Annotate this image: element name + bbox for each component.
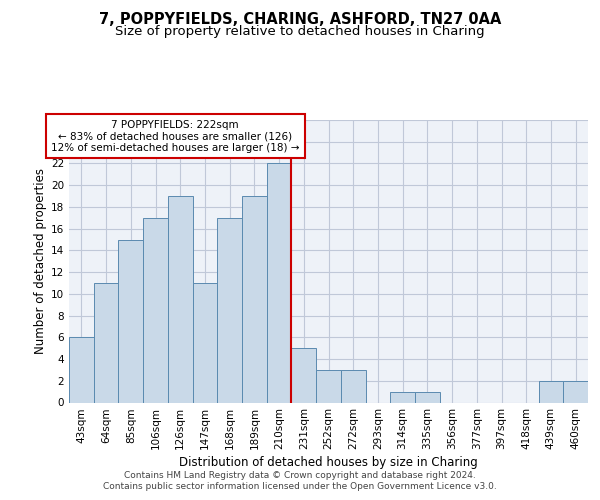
Bar <box>217 218 242 402</box>
Text: 7 POPPYFIELDS: 222sqm
← 83% of detached houses are smaller (126)
12% of semi-det: 7 POPPYFIELDS: 222sqm ← 83% of detached … <box>51 120 299 153</box>
Bar <box>94 283 118 403</box>
Bar <box>143 218 168 402</box>
Bar <box>118 240 143 402</box>
Y-axis label: Number of detached properties: Number of detached properties <box>34 168 47 354</box>
Bar <box>563 381 588 402</box>
Bar <box>316 370 341 402</box>
Bar <box>242 196 267 402</box>
Text: 7, POPPYFIELDS, CHARING, ASHFORD, TN27 0AA: 7, POPPYFIELDS, CHARING, ASHFORD, TN27 0… <box>99 12 501 28</box>
Bar <box>341 370 365 402</box>
X-axis label: Distribution of detached houses by size in Charing: Distribution of detached houses by size … <box>179 456 478 469</box>
Bar <box>415 392 440 402</box>
Text: Contains HM Land Registry data © Crown copyright and database right 2024.: Contains HM Land Registry data © Crown c… <box>124 471 476 480</box>
Bar <box>69 338 94 402</box>
Bar <box>539 381 563 402</box>
Bar <box>292 348 316 403</box>
Bar <box>390 392 415 402</box>
Bar <box>267 164 292 402</box>
Bar <box>168 196 193 402</box>
Text: Size of property relative to detached houses in Charing: Size of property relative to detached ho… <box>115 25 485 38</box>
Text: Contains public sector information licensed under the Open Government Licence v3: Contains public sector information licen… <box>103 482 497 491</box>
Bar <box>193 283 217 403</box>
